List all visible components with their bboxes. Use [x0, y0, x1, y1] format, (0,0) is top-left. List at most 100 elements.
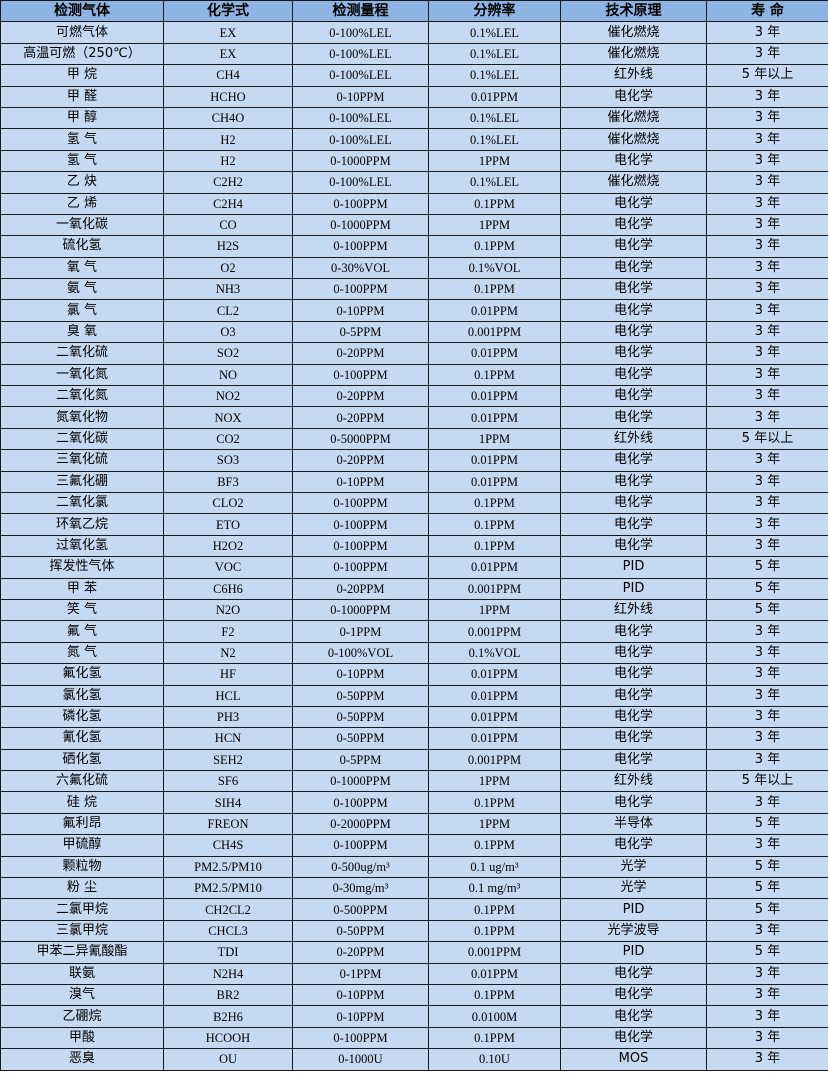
principle-cell: 电化学	[560, 213, 707, 237]
range-cell: 0-1000PPM	[292, 770, 429, 793]
formula-cell: HCN	[163, 727, 293, 750]
formula-cell: HCOOH	[163, 1026, 293, 1050]
lifetime-cell: 5 年以上	[706, 770, 828, 793]
formula-cell: TDI	[163, 941, 293, 964]
range-cell: 0-100PPM	[292, 192, 429, 215]
lifetime-cell: 3 年	[706, 620, 828, 643]
range-cell: 0-100%VOL	[292, 641, 429, 665]
gas-cell: 氯化氢	[0, 684, 164, 707]
lifetime-cell: 3 年	[706, 641, 828, 665]
lifetime-cell: 5 年	[706, 598, 828, 622]
lifetime-cell: 3 年	[706, 106, 828, 130]
gas-cell: 氰化氢	[0, 727, 164, 750]
principle-cell: 电化学	[560, 727, 707, 750]
table-row: 三氯甲烷 CHCL3 0-50PPM 0.1PPM 光学波导 3 年	[0, 919, 828, 943]
principle-cell: 电化学	[560, 85, 707, 108]
range-cell: 0-100PPM	[292, 534, 429, 558]
table-row: 硅 烷 SIH4 0-100PPM 0.1PPM 电化学 3 年	[0, 791, 828, 814]
lifetime-cell: 3 年	[706, 705, 828, 729]
lifetime-cell: 3 年	[706, 235, 828, 258]
range-cell: 0-1PPM	[292, 962, 429, 985]
principle-cell: 电化学	[560, 278, 707, 301]
lifetime-cell: 3 年	[706, 192, 828, 215]
principle-cell: 电化学	[560, 192, 707, 215]
gas-cell: 恶臭	[0, 1048, 164, 1071]
range-cell: 0-100PPM	[292, 235, 429, 258]
lifetime-cell: 3 年	[706, 299, 828, 322]
header-resolution: 分辨率	[428, 0, 561, 23]
range-cell: 0-100PPM	[292, 1026, 429, 1050]
range-cell: 0-1PPM	[292, 620, 429, 643]
table-row: 氟利昂 FREON 0-2000PPM 1PPM 半导体 5 年	[0, 812, 828, 836]
formula-cell: O2	[163, 256, 293, 280]
principle-cell: 光学	[560, 877, 707, 900]
table-row: 过氧化氢 H2O2 0-100PPM 0.1PPM 电化学 3 年	[0, 534, 828, 558]
range-cell: 0-100%LEL	[292, 171, 429, 194]
formula-cell: PM2.5/PM10	[163, 877, 293, 900]
range-cell: 0-10PPM	[292, 1005, 429, 1028]
gas-cell: 三氟化硼	[0, 470, 164, 493]
resolution-cell: 0.1 ug/m³	[428, 855, 561, 879]
resolution-cell: 0.1%LEL	[428, 64, 561, 87]
resolution-cell: 0.1PPM	[428, 513, 561, 536]
resolution-cell: 0.1PPM	[428, 898, 561, 921]
gas-cell: 氟化氢	[0, 663, 164, 686]
resolution-cell: 0.01PPM	[428, 705, 561, 729]
gas-cell: 三氯甲烷	[0, 919, 164, 943]
formula-cell: CH4	[163, 64, 293, 87]
gas-cell: 甲苯二异氰酸酯	[0, 941, 164, 964]
principle-cell: 催化燃烧	[560, 171, 707, 194]
principle-cell: 电化学	[560, 406, 707, 429]
table-row: 臭 氧 O3 0-5PPM 0.001PPM 电化学 3 年	[0, 320, 828, 344]
range-cell: 0-100PPM	[292, 363, 429, 387]
gas-cell: 溴气	[0, 983, 164, 1007]
formula-cell: F2	[163, 620, 293, 643]
principle-cell: 电化学	[560, 834, 707, 857]
resolution-cell: 1PPM	[428, 149, 561, 173]
lifetime-cell: 3 年	[706, 21, 828, 44]
principle-cell: 电化学	[560, 299, 707, 322]
gas-cell: 甲 烷	[0, 64, 164, 87]
range-cell: 0-500ug/m³	[292, 855, 429, 879]
lifetime-cell: 3 年	[706, 85, 828, 108]
range-cell: 0-10PPM	[292, 299, 429, 322]
formula-cell: N2O	[163, 598, 293, 622]
range-cell: 0-20PPM	[292, 342, 429, 365]
lifetime-cell: 3 年	[706, 278, 828, 301]
gas-cell: 硒化氢	[0, 748, 164, 772]
principle-cell: PID	[560, 941, 707, 964]
lifetime-cell: 5 年	[706, 577, 828, 600]
resolution-cell: 0.001PPM	[428, 941, 561, 964]
header-principle: 技术原理	[560, 0, 707, 23]
table-row: 二氧化硫 SO2 0-20PPM 0.01PPM 电化学 3 年	[0, 342, 828, 365]
gas-cell: 氨 气	[0, 278, 164, 301]
principle-cell: 催化燃烧	[560, 21, 707, 44]
gas-cell: 氟 气	[0, 620, 164, 643]
resolution-cell: 0.1%LEL	[428, 128, 561, 151]
table-row: 氮 气 N2 0-100%VOL 0.1%VOL 电化学 3 年	[0, 641, 828, 665]
resolution-cell: 0.1%VOL	[428, 641, 561, 665]
resolution-cell: 0.1PPM	[428, 1026, 561, 1050]
lifetime-cell: 5 年	[706, 556, 828, 579]
formula-cell: HCHO	[163, 85, 293, 108]
resolution-cell: 0.1PPM	[428, 534, 561, 558]
formula-cell: CLO2	[163, 491, 293, 515]
lifetime-cell: 3 年	[706, 962, 828, 985]
resolution-cell: 0.001PPM	[428, 320, 561, 344]
principle-cell: 光学波导	[560, 919, 707, 943]
formula-cell: C6H6	[163, 577, 293, 600]
gas-cell: 笑 气	[0, 598, 164, 622]
table-row: 六氟化硫 SF6 0-1000PPM 1PPM 红外线 5 年以上	[0, 770, 828, 793]
resolution-cell: 0.1PPM	[428, 491, 561, 515]
lifetime-cell: 5 年	[706, 812, 828, 836]
formula-cell: CO	[163, 213, 293, 237]
lifetime-cell: 5 年	[706, 941, 828, 964]
principle-cell: 电化学	[560, 1026, 707, 1050]
range-cell: 0-1000PPM	[292, 149, 429, 173]
table-row: 氟 气 F2 0-1PPM 0.001PPM 电化学 3 年	[0, 620, 828, 643]
range-cell: 0-5PPM	[292, 748, 429, 772]
table-row: 二氧化氯 CLO2 0-100PPM 0.1PPM 电化学 3 年	[0, 491, 828, 515]
range-cell: 0-100PPM	[292, 513, 429, 536]
lifetime-cell: 3 年	[706, 171, 828, 194]
principle-cell: PID	[560, 898, 707, 921]
